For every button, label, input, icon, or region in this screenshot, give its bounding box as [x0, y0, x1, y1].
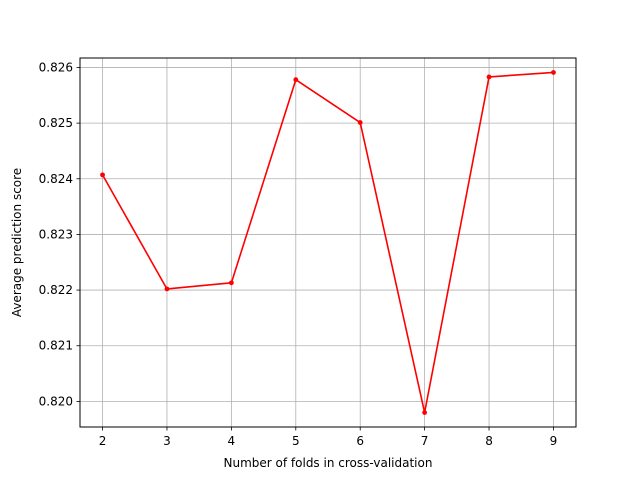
data-point [228, 280, 234, 286]
x-tick-label: 3 [163, 434, 171, 448]
x-tick-label: 8 [485, 434, 493, 448]
x-tick-label: 4 [228, 434, 236, 448]
y-tick-label: 0.820 [39, 394, 73, 408]
x-tick-label: 2 [99, 434, 107, 448]
data-point [486, 74, 492, 80]
y-tick-label: 0.821 [39, 339, 73, 353]
series-line [101, 71, 554, 414]
x-tick-label: 5 [292, 434, 300, 448]
x-tick-label: 9 [550, 434, 558, 448]
tick-layer: 2 3 4 5 6 7 8 9 0.820 0.821 0.822 0.823 0.824 0.825 0.… [39, 60, 558, 448]
y-tick-label: 0.823 [39, 227, 73, 241]
data-point [551, 70, 556, 75]
data-point [357, 120, 363, 125]
data-point [100, 172, 105, 178]
data-point [293, 77, 299, 83]
y-tick-label: 0.824 [39, 172, 73, 186]
x-axis-label: Number of folds in cross-validation [224, 456, 433, 470]
y-axis-label: Average prediction score [10, 168, 24, 317]
grid-lines [80, 58, 576, 427]
series-layer [100, 70, 556, 415]
data-point [164, 286, 170, 292]
y-tick-label: 0.826 [39, 60, 73, 74]
x-tick-label: 6 [356, 434, 364, 448]
plot-frame [79, 57, 577, 428]
y-tick-label: 0.825 [39, 116, 73, 130]
data-point [422, 410, 428, 415]
y-tick-label: 0.822 [39, 283, 73, 297]
x-tick-label: 7 [421, 434, 429, 448]
